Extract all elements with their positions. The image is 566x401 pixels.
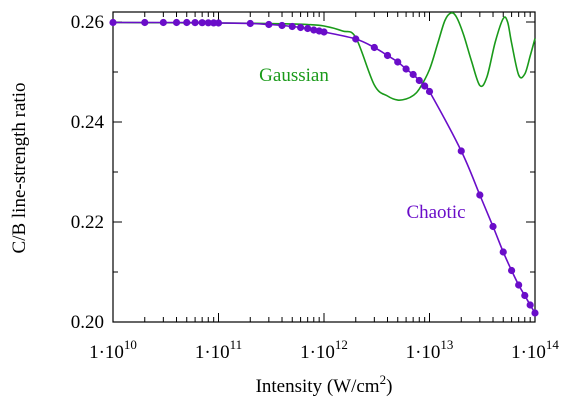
x-axis-title-close: ) (386, 376, 392, 397)
chaotic-data-point (415, 76, 423, 85)
chaotic-data-point (159, 18, 167, 27)
chaotic-data-point (476, 191, 484, 199)
chaotic-data-point (499, 248, 507, 256)
x-tick-label: 1·1014 (511, 337, 559, 363)
series-labels: Gaussian Chaotic (259, 65, 465, 223)
chaotic-data-point (507, 266, 516, 275)
chaotic-data-point (246, 19, 254, 28)
y-tick-label: 0.24 (71, 112, 105, 133)
plot-frame (112, 11, 536, 323)
chaotic-series-label: Chaotic (406, 202, 465, 223)
x-tick-label: 1·1011 (195, 337, 242, 363)
y-tick-label: 0.22 (71, 212, 104, 233)
y-tick-labels: 0.20 0.22 0.24 0.26 (71, 12, 105, 333)
chaotic-data-point (352, 35, 360, 43)
chaotic-data-point (457, 147, 465, 155)
x-tick-label: 1·1010 (89, 337, 137, 363)
x-tick-label: 1·1012 (300, 337, 348, 363)
chaotic-data-point (296, 23, 305, 32)
chaotic-data-point (421, 82, 429, 90)
chaotic-data-point (526, 301, 534, 309)
gaussian-series-line (112, 12, 536, 102)
x-axis-title: Intensity (W/cm2) (256, 372, 393, 397)
chaotic-data-point (183, 18, 191, 27)
y-tick-label: 0.26 (71, 12, 104, 33)
chaotic-data-point (141, 18, 149, 27)
chaotic-data-point (409, 70, 417, 79)
y-axis-title: C/B line-strength ratio (9, 83, 30, 254)
x-tick-label: 1·1013 (406, 337, 454, 363)
chaotic-data-point (304, 24, 312, 33)
x-axis-title-sup: 2 (380, 372, 387, 387)
chaotic-data-point (521, 291, 529, 300)
chaotic-data-point (204, 19, 212, 27)
x-tick-labels: 1·1010 1·1011 1·1012 1·1013 1·1014 (89, 337, 559, 363)
chaotic-data-point (489, 222, 497, 231)
chaotic-data-point (265, 20, 273, 29)
axis-ticks (112, 12, 536, 323)
chaotic-data-point (402, 65, 410, 73)
chaotic-data-point (191, 19, 199, 27)
chaotic-data-point (515, 281, 523, 289)
chaotic-data-point (370, 43, 378, 52)
chaotic-data-point (214, 19, 223, 27)
chaotic-data-point (310, 26, 318, 34)
chaotic-data-point (109, 18, 117, 27)
chaotic-data-point (288, 22, 296, 31)
chaotic-data-point (198, 19, 206, 27)
series-layer (109, 12, 539, 317)
gaussian-series-label: Gaussian (259, 65, 329, 86)
chaotic-data-point (320, 28, 328, 36)
chaotic-data-point (425, 87, 434, 96)
chaotic-data-point (531, 309, 539, 317)
chaotic-data-point (394, 58, 402, 66)
chaotic-data-point (383, 51, 392, 60)
chaotic-data-point (278, 21, 286, 30)
chaotic-data-point (172, 18, 181, 27)
x-axis-title-text: Intensity (W/cm (256, 376, 380, 397)
plot-area: Gaussian Chaotic (109, 11, 539, 323)
y-tick-label: 0.20 (71, 312, 104, 333)
